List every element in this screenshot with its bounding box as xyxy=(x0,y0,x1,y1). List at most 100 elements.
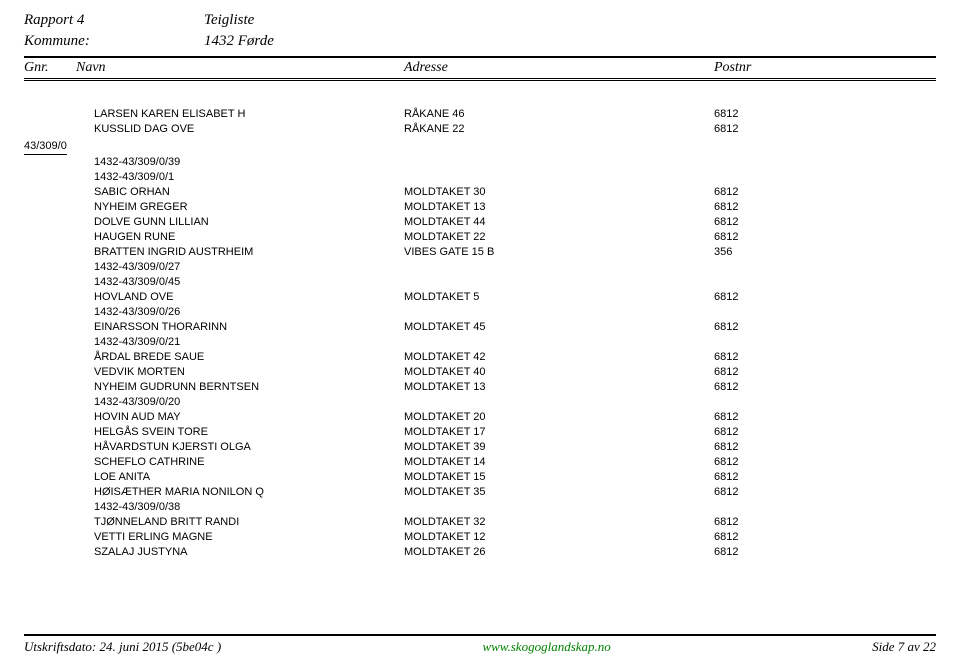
cell-adresse: MOLDTAKET 12 xyxy=(404,530,714,545)
header-rule xyxy=(24,80,936,81)
cell-adresse: MOLDTAKET 15 xyxy=(404,470,714,485)
cell-gnr xyxy=(24,440,94,455)
table-row: HOVLAND OVEMOLDTAKET 56812 xyxy=(24,290,936,305)
cell-navn: EINARSSON THORARINN xyxy=(94,320,404,335)
cell-postnr: 6812 xyxy=(714,230,804,245)
table-row: VEDVIK MORTENMOLDTAKET 406812 xyxy=(24,365,936,380)
kommune-label: Kommune: xyxy=(24,33,204,50)
cell-navn: BRATTEN INGRID AUSTRHEIM xyxy=(94,245,404,260)
column-headers: Gnr. Navn Adresse Postnr xyxy=(24,56,936,79)
table-row: HAUGEN RUNEMOLDTAKET 226812 xyxy=(24,230,936,245)
col-postnr: Postnr xyxy=(714,60,804,76)
table-row: LOE ANITAMOLDTAKET 156812 xyxy=(24,470,936,485)
cell-postnr: 6812 xyxy=(714,515,804,530)
cell-navn: SCHEFLO CATHRINE xyxy=(94,455,404,470)
table-row: NYHEIM GUDRUNN BERNTSENMOLDTAKET 136812 xyxy=(24,380,936,395)
col-gnr: Gnr. xyxy=(24,60,76,76)
cell-gnr xyxy=(24,215,94,230)
cell-gnr xyxy=(24,380,94,395)
cell-gnr xyxy=(24,320,94,335)
cell-adresse: RÅKANE 22 xyxy=(404,122,714,137)
cell-gnr xyxy=(24,245,94,260)
group-label-wrap: 43/309/0 xyxy=(24,137,936,155)
cell-navn: DOLVE GUNN LILLIAN xyxy=(94,215,404,230)
cell-postnr: 6812 xyxy=(714,185,804,200)
group-label: 43/309/0 xyxy=(24,139,67,155)
table-row: SCHEFLO CATHRINEMOLDTAKET 146812 xyxy=(24,455,936,470)
cell-navn: KUSSLID DAG OVE xyxy=(94,122,404,137)
cell-adresse: MOLDTAKET 26 xyxy=(404,545,714,560)
cell-postnr: 6812 xyxy=(714,122,804,137)
cell-gnr xyxy=(24,365,94,380)
section-code: 1432-43/309/0/1 xyxy=(24,170,936,185)
top-rows: LARSEN KAREN ELISABET HRÅKANE 466812KUSS… xyxy=(24,107,936,137)
section-code: 1432-43/309/0/26 xyxy=(24,305,936,320)
cell-gnr xyxy=(24,290,94,305)
cell-postnr: 356 xyxy=(714,245,804,260)
section-code: 1432-43/309/0/39 xyxy=(24,155,936,170)
table-row: HØISÆTHER MARIA NONILON QMOLDTAKET 35681… xyxy=(24,485,936,500)
table-row: NYHEIM GREGERMOLDTAKET 136812 xyxy=(24,200,936,215)
table-row: HELGÅS SVEIN TOREMOLDTAKET 176812 xyxy=(24,425,936,440)
header-row-2: Kommune: 1432 Førde xyxy=(24,33,936,50)
table-row: BRATTEN INGRID AUSTRHEIMVIBES GATE 15 B3… xyxy=(24,245,936,260)
section-code: 1432-43/309/0/38 xyxy=(24,500,936,515)
cell-postnr: 6812 xyxy=(714,380,804,395)
section-code: 1432-43/309/0/45 xyxy=(24,275,936,290)
cell-gnr xyxy=(24,545,94,560)
cell-navn: NYHEIM GREGER xyxy=(94,200,404,215)
cell-gnr xyxy=(24,455,94,470)
cell-navn: TJØNNELAND BRITT RANDI xyxy=(94,515,404,530)
table-row: KUSSLID DAG OVERÅKANE 226812 xyxy=(24,122,936,137)
cell-adresse: MOLDTAKET 5 xyxy=(404,290,714,305)
table-row: LARSEN KAREN ELISABET HRÅKANE 466812 xyxy=(24,107,936,122)
report-title: Teigliste xyxy=(204,12,254,29)
table-row: DOLVE GUNN LILLIANMOLDTAKET 446812 xyxy=(24,215,936,230)
cell-postnr: 6812 xyxy=(714,545,804,560)
table-row: EINARSSON THORARINNMOLDTAKET 456812 xyxy=(24,320,936,335)
cell-adresse: MOLDTAKET 39 xyxy=(404,440,714,455)
cell-adresse: MOLDTAKET 13 xyxy=(404,200,714,215)
cell-postnr: 6812 xyxy=(714,200,804,215)
cell-postnr: 6812 xyxy=(714,215,804,230)
cell-gnr xyxy=(24,200,94,215)
cell-gnr xyxy=(24,107,94,122)
cell-adresse: MOLDTAKET 44 xyxy=(404,215,714,230)
cell-navn: HELGÅS SVEIN TORE xyxy=(94,425,404,440)
cell-adresse: RÅKANE 46 xyxy=(404,107,714,122)
section-code: 1432-43/309/0/27 xyxy=(24,260,936,275)
col-navn: Navn xyxy=(76,60,404,76)
col-adresse: Adresse xyxy=(404,60,714,76)
cell-navn: SZALAJ JUSTYNA xyxy=(94,545,404,560)
cell-navn: SABIC ORHAN xyxy=(94,185,404,200)
cell-postnr: 6812 xyxy=(714,350,804,365)
cell-gnr xyxy=(24,530,94,545)
cell-adresse: MOLDTAKET 22 xyxy=(404,230,714,245)
footer-center: www.skogoglandskap.no xyxy=(482,639,610,655)
cell-adresse: MOLDTAKET 35 xyxy=(404,485,714,500)
cell-postnr: 6812 xyxy=(714,455,804,470)
cell-adresse: MOLDTAKET 20 xyxy=(404,410,714,425)
cell-navn: LOE ANITA xyxy=(94,470,404,485)
cell-gnr xyxy=(24,350,94,365)
page: Rapport 4 Teigliste Kommune: 1432 Førde … xyxy=(0,0,960,560)
cell-adresse: MOLDTAKET 45 xyxy=(404,320,714,335)
table-row: VETTI ERLING MAGNEMOLDTAKET 126812 xyxy=(24,530,936,545)
cell-postnr: 6812 xyxy=(714,365,804,380)
table-row: SABIC ORHANMOLDTAKET 306812 xyxy=(24,185,936,200)
report-number: Rapport 4 xyxy=(24,12,204,29)
cell-adresse: MOLDTAKET 32 xyxy=(404,515,714,530)
section-code: 1432-43/309/0/21 xyxy=(24,335,936,350)
cell-postnr: 6812 xyxy=(714,530,804,545)
table-row: TJØNNELAND BRITT RANDIMOLDTAKET 326812 xyxy=(24,515,936,530)
cell-postnr: 6812 xyxy=(714,440,804,455)
kommune-value: 1432 Førde xyxy=(204,33,274,50)
data-block: LARSEN KAREN ELISABET HRÅKANE 466812KUSS… xyxy=(24,107,936,560)
cell-adresse: VIBES GATE 15 B xyxy=(404,245,714,260)
cell-postnr: 6812 xyxy=(714,425,804,440)
footer-left: Utskriftsdato: 24. juni 2015 (5be04c ) xyxy=(24,639,221,655)
cell-gnr xyxy=(24,470,94,485)
cell-adresse: MOLDTAKET 13 xyxy=(404,380,714,395)
cell-postnr: 6812 xyxy=(714,485,804,500)
table-row: SZALAJ JUSTYNAMOLDTAKET 266812 xyxy=(24,545,936,560)
